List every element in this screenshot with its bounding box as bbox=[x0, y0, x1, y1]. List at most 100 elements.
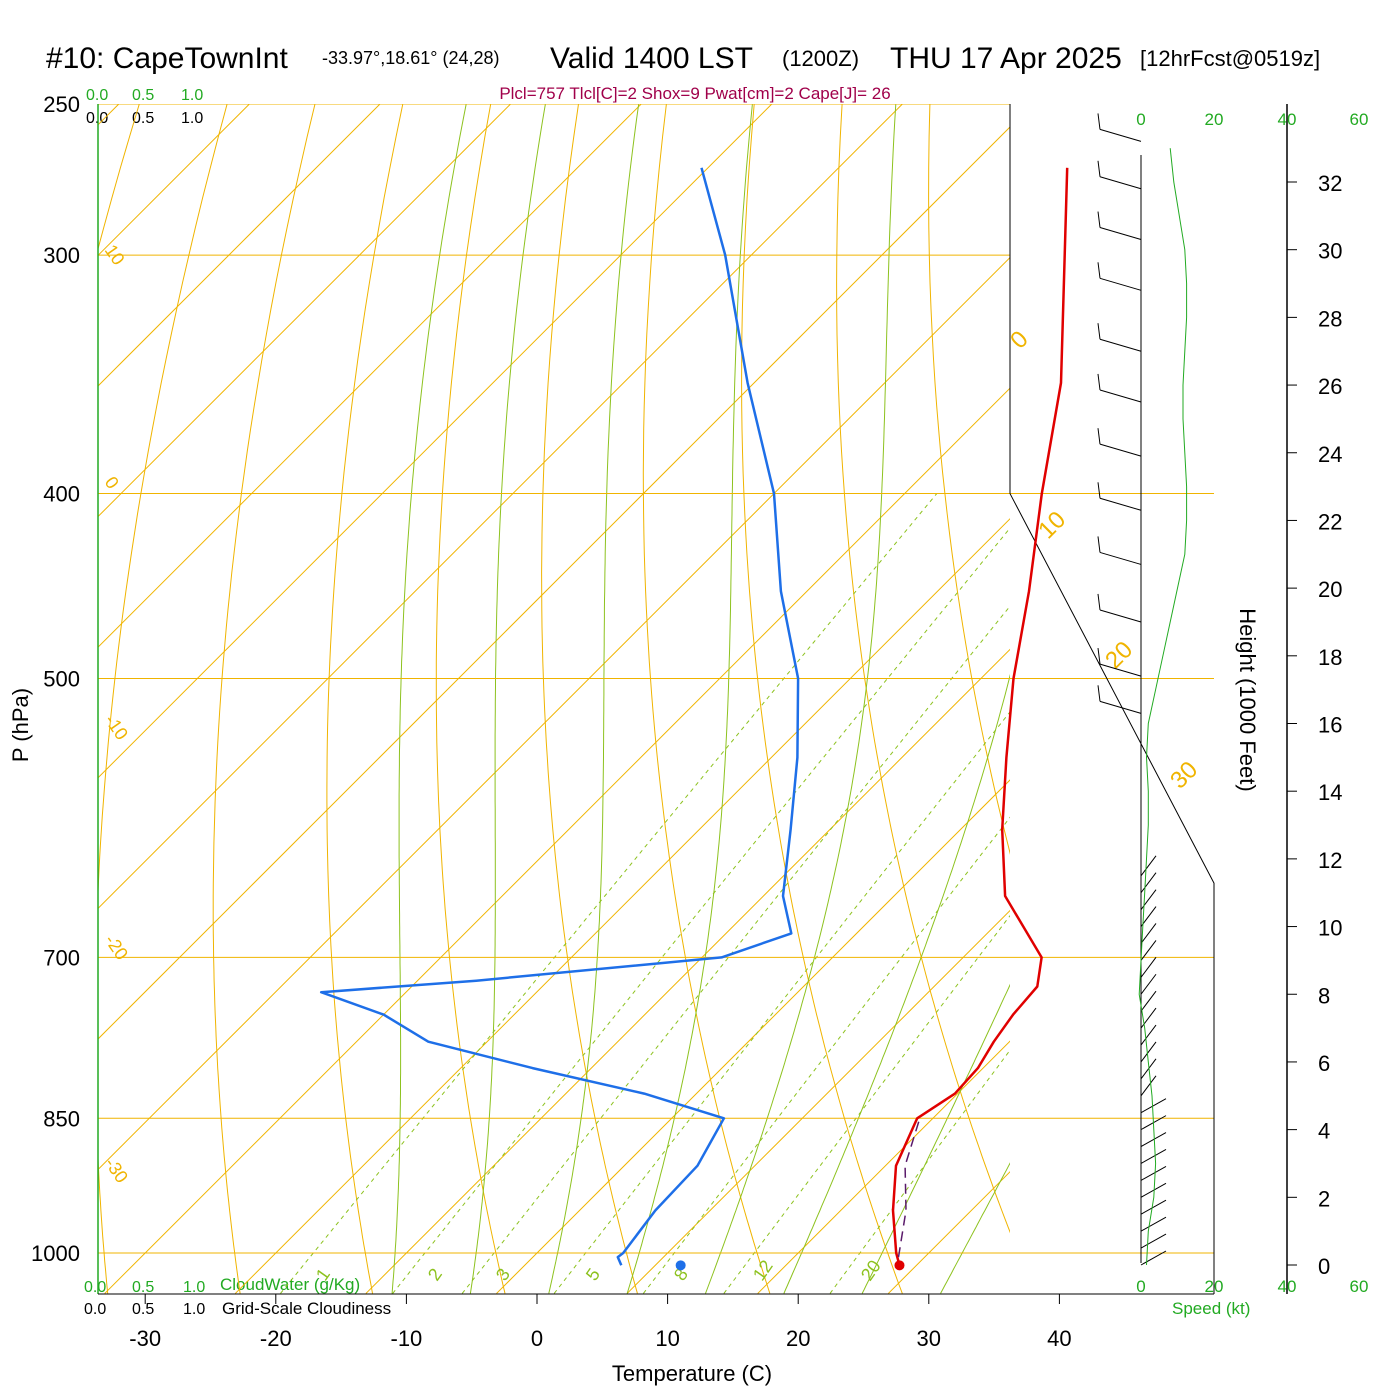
pressure-tick-label: 700 bbox=[43, 945, 80, 970]
dry-adiabat-line bbox=[98, 104, 228, 1294]
isotherm-line bbox=[365, 648, 1010, 1294]
dry-adiabat-line bbox=[741, 104, 903, 1294]
dry-adiabat-line bbox=[326, 104, 404, 1294]
x-tick-label: -10 bbox=[391, 1326, 423, 1351]
x-tick-label: 20 bbox=[786, 1326, 810, 1351]
height-tick-label: 14 bbox=[1318, 780, 1342, 805]
dry-adiabat-label: -30 bbox=[101, 1154, 132, 1187]
series-dew-point-line bbox=[319, 167, 800, 1266]
speed-tick-bottom: 0 bbox=[1136, 1277, 1145, 1296]
wind-barb-flag bbox=[1097, 482, 1101, 499]
height-tick-label: 32 bbox=[1318, 171, 1342, 196]
cloud-bottom-legend: 0.0 0.5 1.0 CloudWater (g/Kg) 0.0 0.5 1.… bbox=[84, 1275, 1250, 1318]
dry-adiabat-line bbox=[541, 104, 638, 1294]
surface-dewpoint-dot bbox=[675, 1260, 686, 1271]
sounding-grid bbox=[98, 104, 1400, 1294]
pressure-tick-label: 850 bbox=[43, 1106, 80, 1131]
wind-barb bbox=[1140, 1149, 1167, 1164]
moist-adiabat-line bbox=[391, 104, 467, 1294]
speed-legend-label: Speed (kt) bbox=[1172, 1299, 1250, 1318]
wind-barb bbox=[1140, 1233, 1167, 1249]
cloudwater-bottom-1: 0.5 bbox=[132, 1279, 154, 1296]
cloudwater-legend-label: CloudWater (g/Kg) bbox=[220, 1275, 360, 1294]
height-tick-label: 16 bbox=[1318, 713, 1342, 738]
x-tick-label: 10 bbox=[655, 1326, 679, 1351]
mixing-ratio-label: 2 bbox=[424, 1265, 446, 1285]
wind-barb-flag bbox=[1097, 648, 1101, 665]
dry-adiabat-line bbox=[836, 104, 1010, 1234]
isotherm-line bbox=[98, 104, 903, 910]
sounding-series bbox=[319, 167, 1069, 1271]
speed-tick-top: 20 bbox=[1205, 110, 1224, 129]
height-tick-label: 20 bbox=[1318, 577, 1342, 602]
cloudwater-top-0: 0.0 bbox=[86, 87, 108, 104]
wind-barb-flag bbox=[1097, 262, 1101, 279]
wind-barb bbox=[1140, 1182, 1167, 1198]
dry-adiabat-line bbox=[435, 104, 506, 1294]
isotherm-line bbox=[98, 104, 250, 257]
moist-adiabat-line bbox=[469, 104, 546, 1294]
dry-adiabat-label: -20 bbox=[101, 931, 132, 964]
surface-temperature-dot bbox=[894, 1260, 905, 1271]
cloudwater-top-2: 1.0 bbox=[181, 87, 203, 104]
wind-barb-flag bbox=[1097, 113, 1101, 130]
wind-barb-flag bbox=[1097, 428, 1101, 445]
height-tick-label: 22 bbox=[1318, 509, 1342, 534]
speed-tick-bottom: 20 bbox=[1205, 1277, 1224, 1296]
cloudwater-top-scale: 0.0 0.5 1.0 0.0 0.5 1.0 bbox=[86, 87, 203, 127]
isotherm-line bbox=[1280, 104, 1400, 1293]
series-temperature-line bbox=[891, 167, 1069, 1266]
wind-barb bbox=[1140, 923, 1157, 944]
pressure-tick-label: 300 bbox=[43, 243, 80, 268]
wind-barb-flag bbox=[1097, 373, 1101, 391]
isotherm-line bbox=[98, 256, 1010, 1171]
mixing-ratio-label: 5 bbox=[582, 1265, 604, 1285]
dry-adiabat-line bbox=[928, 104, 1010, 855]
cloudwater-top-1: 0.5 bbox=[132, 87, 154, 104]
isotherm-line bbox=[98, 126, 1010, 1040]
title-forecast: [12hrFcst@0519z] bbox=[1140, 46, 1320, 71]
cloudiness-top-1: 0.5 bbox=[132, 110, 154, 127]
title-station: #10: CapeTownInt bbox=[46, 42, 288, 75]
isotherm-line bbox=[98, 104, 773, 779]
height-tick-label: 10 bbox=[1318, 916, 1342, 941]
wind-barb-flag bbox=[1097, 536, 1101, 553]
wind-barb-flag bbox=[1097, 211, 1101, 228]
title-valid: Valid 1400 LST bbox=[550, 42, 753, 75]
height-tick-label: 2 bbox=[1318, 1186, 1330, 1211]
cloudiness-bottom-0: 0.0 bbox=[84, 1301, 106, 1318]
plot-boundary bbox=[1009, 104, 1215, 1294]
height-tick-label: 26 bbox=[1318, 374, 1342, 399]
wind-barb bbox=[1140, 1075, 1157, 1097]
moist-adiabat-line bbox=[783, 673, 1010, 1294]
wind-barb bbox=[1099, 551, 1142, 565]
cloudwater-bottom-2: 1.0 bbox=[183, 1279, 205, 1296]
mixing-ratio-line bbox=[643, 816, 1010, 1294]
wind-barb bbox=[1099, 663, 1142, 677]
wind-barb bbox=[1099, 700, 1142, 714]
wind-barb-flag bbox=[1097, 323, 1101, 340]
isotherm-line bbox=[496, 779, 1010, 1294]
wind-barb bbox=[1140, 1199, 1167, 1215]
pressure-tick-label: 400 bbox=[43, 482, 80, 507]
moist-adiabat-line bbox=[626, 104, 753, 1294]
x-tick-label: 40 bbox=[1047, 1326, 1071, 1351]
wind-barb bbox=[1099, 128, 1142, 142]
wind-barb bbox=[1140, 1024, 1157, 1046]
mixing-ratio-line bbox=[829, 1049, 1010, 1294]
pressure-tick-label: 250 bbox=[43, 92, 80, 117]
x-tick-label: -30 bbox=[129, 1326, 161, 1351]
cloudiness-top-2: 1.0 bbox=[181, 110, 203, 127]
series-parcel-line bbox=[897, 1118, 921, 1258]
dry-adiabat-line bbox=[1194, 104, 1400, 1293]
wind-speed-profile bbox=[1138, 148, 1188, 1266]
speed-tick-top: 0 bbox=[1136, 110, 1145, 129]
wind-barb bbox=[1099, 609, 1142, 623]
wind-barb bbox=[1099, 443, 1142, 457]
wind-barb bbox=[1140, 973, 1157, 995]
wind-barb bbox=[1140, 1041, 1157, 1063]
wind-barb bbox=[1140, 940, 1157, 961]
cloudiness-legend-label: Grid-Scale Cloudiness bbox=[222, 1299, 391, 1318]
x-tick-label: 0 bbox=[531, 1326, 543, 1351]
title-zulu: (1200Z) bbox=[782, 46, 859, 71]
